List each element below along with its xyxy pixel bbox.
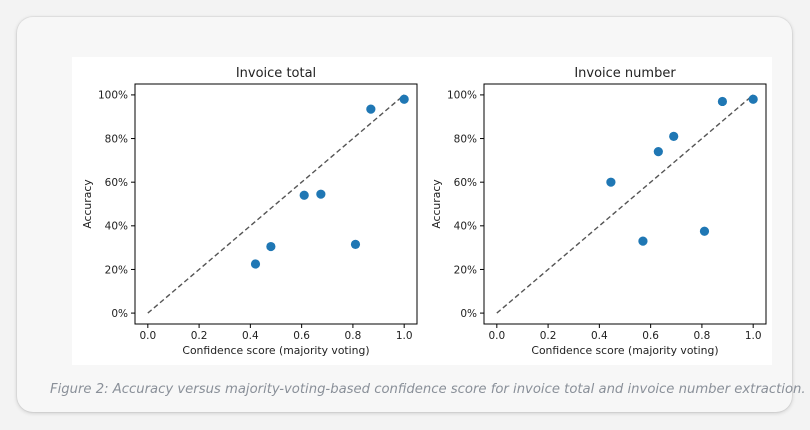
y-axis-label: Accuracy (81, 179, 94, 229)
x-tick-label: 0.2 (540, 330, 557, 342)
x-tick-label: 1.0 (396, 330, 413, 342)
reference-diagonal-line (147, 94, 405, 314)
y-tick-label: 20% (105, 264, 128, 276)
data-point (399, 94, 409, 104)
chart-panel-1: 0.0 0.2 0.4 0.6 0.8 1.0 0% 20% 40% 60% 80% 100% Invo… (81, 66, 418, 357)
data-point (350, 239, 361, 249)
figure-caption: Figure 2: Accuracy versus majority-votin… (50, 382, 806, 397)
data-point (366, 104, 376, 114)
axes-frame (483, 83, 767, 325)
x-tick-label: 0.4 (242, 330, 259, 342)
y-tick-label: 80% (105, 133, 128, 145)
reference-diagonal-line (496, 94, 754, 314)
figure-area: 0.0 0.2 0.4 0.6 0.8 1.0 0% 20% 40% 60% 80% 100% Invo… (72, 57, 772, 365)
x-tick-label: 0.6 (642, 330, 659, 342)
y-tick-label: 80% (454, 133, 477, 145)
x-tick-label: 0.6 (293, 330, 310, 342)
x-tick-label: 1.0 (745, 330, 762, 342)
y-tick-label: 60% (105, 177, 128, 189)
axes-frame (134, 83, 418, 325)
data-point (266, 241, 276, 252)
data-point (250, 259, 261, 269)
data-point (669, 131, 679, 141)
figure-card: 0.0 0.2 0.4 0.6 0.8 1.0 0% 20% 40% 60% 80% 100% Invo… (17, 17, 806, 412)
data-point (638, 236, 648, 246)
chart-title: Invoice number (574, 66, 676, 81)
data-point (717, 96, 728, 107)
y-tick-label: 0% (111, 308, 128, 320)
chart-panel-2: 0.0 0.2 0.4 0.6 0.8 1.0 0% 20% 40% 60% 80% 100% Invo… (430, 66, 767, 357)
y-tick-label: 20% (454, 264, 477, 276)
data-point (299, 190, 309, 200)
y-tick-label: 0% (460, 308, 477, 320)
data-point (653, 147, 663, 157)
y-tick-label: 40% (454, 221, 477, 233)
data-point (748, 94, 758, 104)
data-point (699, 226, 710, 236)
x-tick-label: 0.4 (591, 330, 608, 342)
y-axis-label: Accuracy (430, 179, 443, 229)
y-tick-label: 60% (454, 177, 477, 189)
x-axis-label: Confidence score (majority voting) (182, 344, 369, 357)
x-tick-label: 0.0 (488, 330, 505, 342)
x-tick-label: 0.8 (694, 330, 711, 342)
y-tick-label: 100% (98, 90, 128, 102)
y-tick-label: 100% (447, 90, 477, 102)
chart-title: Invoice total (236, 66, 316, 81)
y-tick-label: 40% (105, 221, 128, 233)
x-axis-label: Confidence score (majority voting) (531, 344, 718, 357)
x-tick-label: 0.0 (139, 330, 156, 342)
figure-canvas: 0.0 0.2 0.4 0.6 0.8 1.0 0% 20% 40% 60% 80% 100% Invo… (81, 66, 767, 357)
x-tick-label: 0.2 (191, 330, 208, 342)
data-point (316, 189, 326, 199)
data-point (606, 177, 616, 187)
x-tick-label: 0.8 (345, 330, 362, 342)
